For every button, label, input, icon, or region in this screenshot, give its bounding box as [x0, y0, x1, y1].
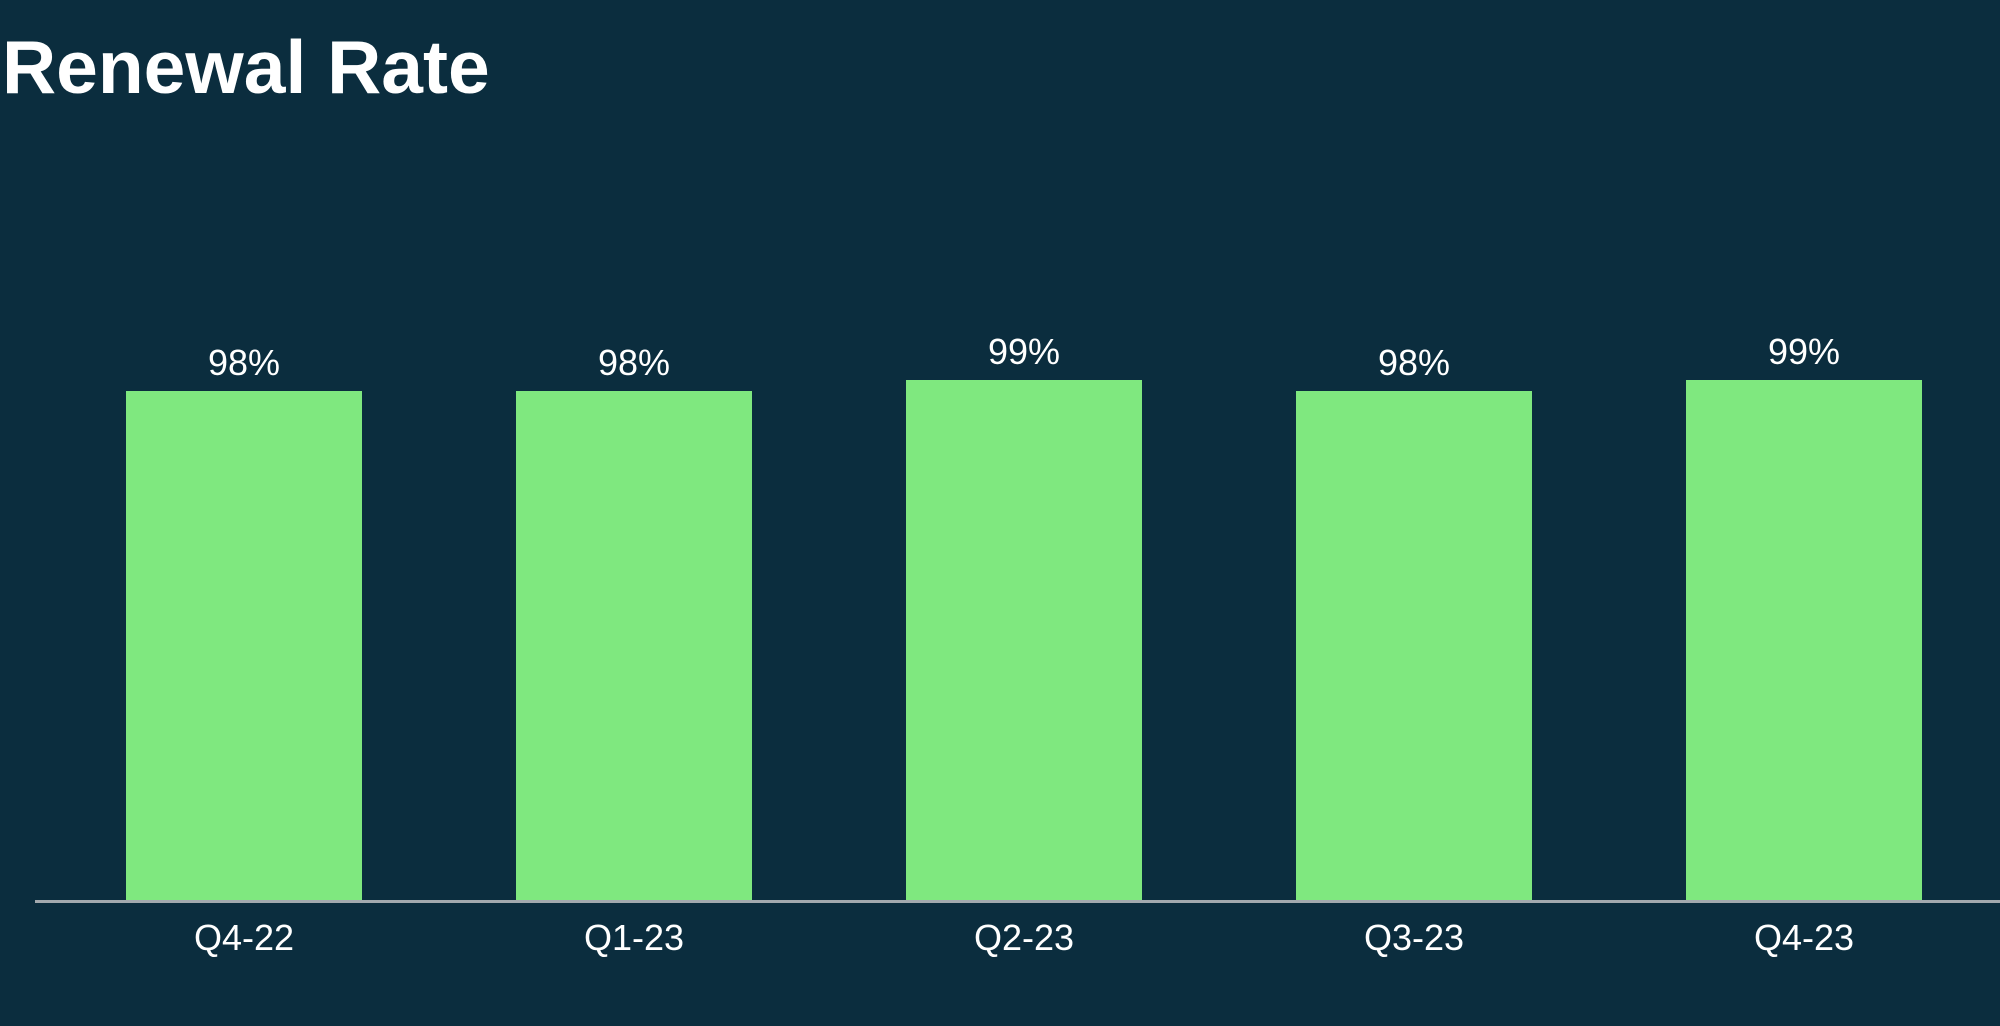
bar-slot: 98% — [439, 334, 829, 900]
bar-value-label: 98% — [597, 342, 671, 383]
plot-area: 98% 98% 99% 98% 99% — [49, 334, 1999, 900]
x-axis-category-label: Q2-23 — [973, 917, 1075, 958]
bar-value-label: 98% — [207, 342, 281, 383]
x-axis-line — [35, 900, 2000, 903]
x-axis-category-label: Q4-23 — [1753, 917, 1855, 958]
bar-slot: 98% — [49, 334, 439, 900]
bar-slot: 98% — [1219, 334, 1609, 900]
bar-slot: 99% — [1609, 334, 1999, 900]
bar-q1-23 — [516, 391, 752, 900]
bar-value-label: 99% — [987, 331, 1061, 372]
x-axis-labels: Q4-22 Q1-23 Q2-23 Q3-23 Q4-23 — [49, 916, 1999, 959]
x-axis-category-label: Q1-23 — [583, 917, 685, 958]
bar-q3-23 — [1296, 391, 1532, 900]
bar-slot: 99% — [829, 334, 1219, 900]
bar-value-label: 98% — [1377, 342, 1451, 383]
bar-q2-23 — [906, 380, 1142, 900]
x-axis-category-label: Q4-22 — [193, 917, 295, 958]
bar-value-label: 99% — [1767, 331, 1841, 372]
bar-q4-22 — [126, 391, 362, 900]
x-axis-category-label: Q3-23 — [1363, 917, 1465, 958]
bar-q4-23 — [1686, 380, 1922, 900]
chart-title: Renewal Rate — [2, 25, 490, 109]
